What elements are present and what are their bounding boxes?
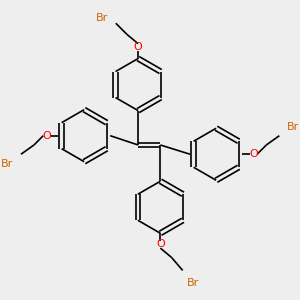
Text: O: O <box>43 131 51 141</box>
Text: O: O <box>156 239 165 249</box>
Text: Br: Br <box>1 159 13 169</box>
Text: Br: Br <box>186 278 199 288</box>
Text: Br: Br <box>96 13 108 22</box>
Text: O: O <box>249 149 258 159</box>
Text: Br: Br <box>287 122 299 132</box>
Text: O: O <box>134 42 142 52</box>
